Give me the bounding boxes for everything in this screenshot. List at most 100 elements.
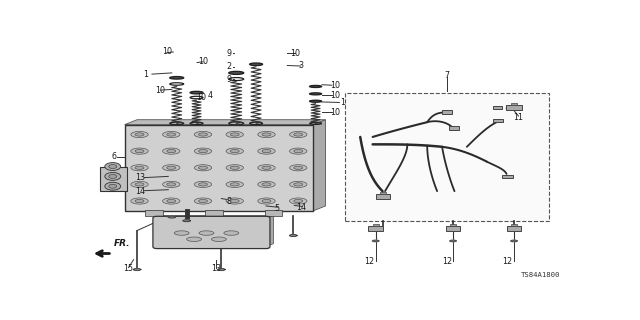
Ellipse shape [258, 165, 275, 171]
Ellipse shape [229, 128, 244, 131]
Text: 12: 12 [442, 257, 452, 266]
Bar [100, 166, 127, 191]
Bar [506, 105, 522, 110]
Bar [372, 224, 379, 226]
Bar [346, 92, 548, 221]
Text: 4: 4 [207, 91, 212, 100]
Ellipse shape [131, 132, 148, 138]
Ellipse shape [262, 149, 271, 153]
Text: 10: 10 [330, 108, 340, 117]
Ellipse shape [131, 181, 148, 188]
Ellipse shape [131, 198, 148, 204]
Ellipse shape [211, 237, 227, 241]
Ellipse shape [294, 149, 303, 153]
Bar [368, 226, 383, 231]
Ellipse shape [163, 132, 180, 138]
Ellipse shape [174, 231, 189, 235]
Polygon shape [157, 215, 273, 218]
Ellipse shape [190, 92, 203, 94]
Polygon shape [125, 120, 326, 124]
Bar [507, 226, 522, 231]
Bar [511, 103, 517, 105]
Bar [445, 226, 460, 231]
Ellipse shape [198, 166, 207, 169]
Ellipse shape [195, 132, 212, 138]
Text: 10: 10 [291, 49, 300, 58]
Bar [493, 107, 502, 109]
Circle shape [105, 172, 121, 180]
Ellipse shape [167, 149, 176, 153]
Ellipse shape [294, 183, 303, 186]
Ellipse shape [163, 148, 180, 154]
Ellipse shape [170, 128, 184, 131]
Polygon shape [372, 240, 379, 242]
Ellipse shape [167, 166, 176, 169]
Ellipse shape [135, 183, 144, 186]
Ellipse shape [163, 165, 180, 171]
Ellipse shape [289, 181, 307, 188]
Text: 14: 14 [136, 187, 145, 196]
Text: 12: 12 [364, 257, 374, 266]
Bar [449, 126, 460, 130]
Ellipse shape [289, 148, 307, 154]
Ellipse shape [226, 148, 243, 154]
Polygon shape [168, 216, 176, 218]
Ellipse shape [230, 199, 239, 203]
Ellipse shape [310, 93, 321, 95]
Bar [264, 210, 282, 216]
Ellipse shape [163, 181, 180, 188]
Ellipse shape [250, 63, 262, 66]
Bar [493, 119, 503, 122]
Ellipse shape [135, 199, 144, 203]
Text: 6: 6 [111, 152, 116, 161]
Polygon shape [511, 240, 518, 242]
Ellipse shape [226, 165, 243, 171]
Ellipse shape [262, 166, 271, 169]
Circle shape [105, 182, 121, 190]
Ellipse shape [224, 231, 239, 235]
Ellipse shape [262, 133, 271, 136]
Ellipse shape [262, 183, 271, 186]
Ellipse shape [230, 183, 239, 186]
Text: 1: 1 [340, 98, 346, 107]
Polygon shape [133, 269, 141, 270]
Ellipse shape [195, 165, 212, 171]
Ellipse shape [199, 231, 214, 235]
Ellipse shape [135, 166, 144, 169]
Text: 12: 12 [502, 257, 513, 266]
Text: 14: 14 [296, 203, 306, 212]
Bar [145, 210, 163, 216]
Text: 10: 10 [156, 86, 165, 95]
Text: 8: 8 [227, 196, 231, 205]
Ellipse shape [167, 133, 176, 136]
Ellipse shape [198, 183, 207, 186]
Text: 10: 10 [162, 47, 172, 56]
Circle shape [109, 184, 116, 188]
Ellipse shape [294, 199, 303, 203]
Ellipse shape [230, 133, 239, 136]
Text: 10: 10 [198, 57, 208, 66]
FancyBboxPatch shape [153, 216, 270, 249]
Ellipse shape [294, 133, 303, 136]
Text: 1: 1 [143, 70, 148, 79]
Ellipse shape [310, 100, 321, 102]
Bar [442, 110, 452, 114]
Bar [511, 224, 517, 226]
Bar [205, 210, 223, 216]
Ellipse shape [258, 132, 275, 138]
Text: 10: 10 [330, 81, 340, 90]
Ellipse shape [258, 148, 275, 154]
Ellipse shape [135, 133, 144, 136]
Circle shape [109, 164, 116, 169]
Polygon shape [449, 240, 456, 242]
Text: 3: 3 [298, 61, 303, 70]
Circle shape [109, 174, 116, 178]
Ellipse shape [131, 165, 148, 171]
Polygon shape [289, 235, 297, 236]
Text: 13: 13 [136, 173, 145, 182]
Text: 10: 10 [196, 93, 207, 102]
Ellipse shape [226, 198, 243, 204]
Ellipse shape [294, 166, 303, 169]
Circle shape [105, 163, 121, 171]
Ellipse shape [310, 85, 321, 87]
